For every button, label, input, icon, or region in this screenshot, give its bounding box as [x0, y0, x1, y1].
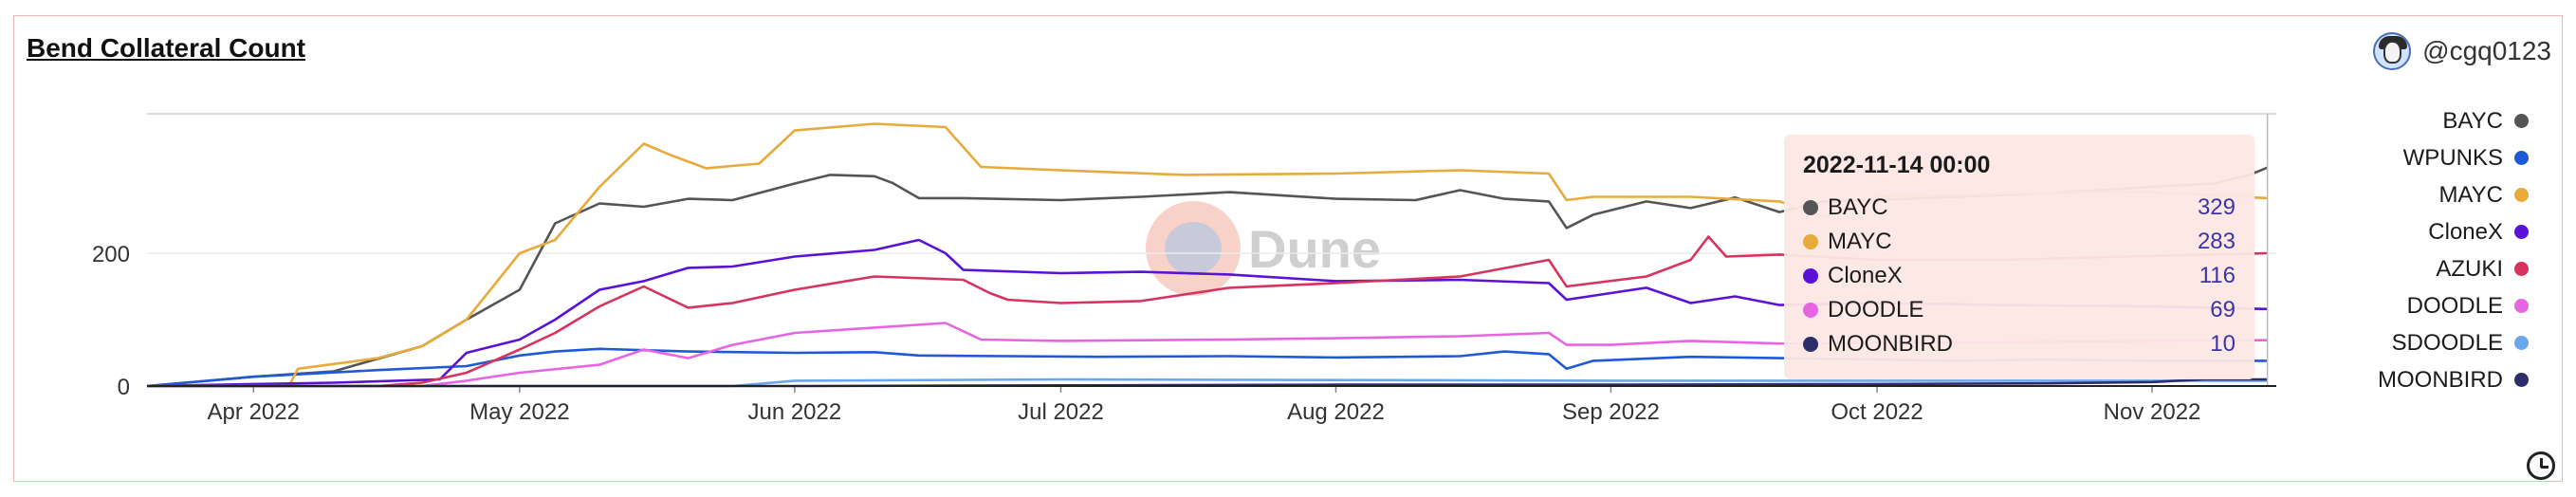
x-tick-label: Aug 2022: [1287, 399, 1385, 425]
x-tick-label: Sep 2022: [1562, 399, 1660, 425]
series-line-doodle: [147, 322, 2268, 388]
x-tick-label: Jul 2022: [1018, 399, 1104, 425]
legend-label: DOODLE: [2406, 292, 2503, 319]
y-tick-label: 200: [92, 242, 130, 267]
tooltip-label: BAYC: [1828, 194, 1888, 220]
legend-item-moonbird[interactable]: MOONBIRD: [2244, 361, 2529, 398]
series-line-sdoodle: [147, 377, 2268, 388]
tooltip-value: 116: [2199, 263, 2236, 288]
legend-dot: [2514, 262, 2529, 276]
tooltip-value: 329: [2197, 194, 2236, 220]
tooltip-row-doodle: DOODLE 69: [1803, 293, 2236, 327]
legend-dot: [2514, 373, 2529, 387]
legend-dot: [2514, 151, 2529, 165]
series-line-mayc: [147, 122, 2268, 388]
series-line-clonex: [146, 238, 2268, 388]
x-tick-label: Jun 2022: [747, 399, 841, 425]
legend-item-bayc[interactable]: BAYC: [2244, 102, 2529, 139]
legend-item-mayc[interactable]: MAYC: [2244, 176, 2529, 213]
y-tick-label: 0: [118, 375, 130, 400]
legend-dot: [2514, 188, 2529, 202]
legend-item-azuki[interactable]: AZUKI: [2244, 250, 2529, 287]
x-tick-label: Nov 2022: [2104, 399, 2201, 425]
series-line-azuki: [147, 235, 2268, 388]
legend-dot: [2514, 336, 2529, 350]
tooltip-row-mayc: MAYC 283: [1803, 225, 2236, 259]
legend-dot: [2514, 114, 2529, 128]
tooltip-label: MAYC: [1828, 229, 1892, 254]
tooltip-row-moonbird: MOONBIRD 10: [1803, 327, 2236, 361]
tooltip-value: 69: [2210, 297, 2236, 322]
tooltip-value: 10: [2210, 331, 2236, 357]
clock-icon[interactable]: [2527, 451, 2555, 480]
legend-label: MOONBIRD: [2378, 366, 2503, 393]
x-tick-label: Apr 2022: [208, 399, 300, 425]
tooltip-row-clonex: CloneX 116: [1803, 259, 2236, 293]
tooltip-dot: [1803, 268, 1818, 284]
legend-label: MAYC: [2438, 181, 2503, 208]
tooltip-label: MOONBIRD: [1828, 331, 1953, 357]
tooltip-dot: [1803, 303, 1818, 318]
legend-item-sdoodle[interactable]: SDOODLE: [2244, 324, 2529, 361]
x-tick-label: Oct 2022: [1831, 399, 1923, 425]
watermark-text: Dune: [1248, 218, 1381, 279]
tooltip-rows: BAYC 329 MAYC 283 CloneX 116 DOODLE 69 MOONBIRD 1…: [1803, 191, 2236, 361]
avatar: [2373, 32, 2412, 70]
chart-tooltip: 2022-11-14 00:00 BAYC 329 MAYC 283 CloneX 116…: [1784, 135, 2254, 379]
tooltip-value: 283: [2197, 229, 2236, 254]
legend-label: BAYC: [2442, 107, 2503, 134]
legend-label: SDOODLE: [2391, 329, 2503, 356]
tooltip-label: DOODLE: [1828, 297, 1924, 322]
author-name: @cgq0123: [2422, 36, 2551, 65]
legend-item-doodle[interactable]: DOODLE: [2244, 287, 2529, 324]
legend-label: AZUKI: [2436, 255, 2503, 282]
legend-dot: [2514, 225, 2529, 239]
tooltip-label: CloneX: [1828, 263, 1903, 288]
dune-logo-icon: [1146, 201, 1241, 296]
legend-item-wpunks[interactable]: WPUNKS: [2244, 139, 2529, 176]
author-badge[interactable]: @cgq0123: [2373, 32, 2551, 70]
tooltip-row-bayc: BAYC 329: [1803, 191, 2236, 225]
tooltip-dot: [1803, 200, 1818, 215]
legend-label: CloneX: [2428, 218, 2503, 245]
dune-watermark: Dune: [1146, 201, 1381, 296]
x-tick-label: May 2022: [469, 399, 569, 425]
tooltip-dot: [1803, 337, 1818, 352]
tooltip-dot: [1803, 234, 1818, 249]
legend-item-clonex[interactable]: CloneX: [2244, 213, 2529, 250]
legend-label: WPUNKS: [2402, 144, 2503, 171]
chart-legend: BAYC WPUNKS MAYC CloneX AZUKI DOODLE SDOODLE MO…: [2244, 102, 2529, 398]
legend-dot: [2514, 299, 2529, 313]
tooltip-title: 2022-11-14 00:00: [1803, 152, 1991, 178]
chart-title[interactable]: Bend Collateral Count: [27, 33, 306, 63]
